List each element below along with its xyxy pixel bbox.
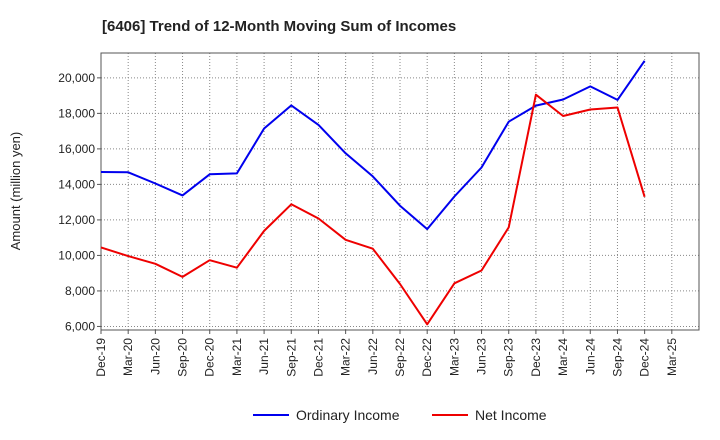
x-tick-label: Sep-24 bbox=[610, 338, 624, 377]
y-tick-label: 12,000 bbox=[58, 213, 95, 227]
y-axis-ticks: 6,000 8,000 10,000 12,000 14,000 16,000 18,000… bbox=[58, 71, 101, 333]
x-tick-label: Mar-21 bbox=[230, 338, 244, 376]
y-axis-label: Amount (million yen) bbox=[8, 132, 23, 251]
x-tick-label: Mar-20 bbox=[121, 338, 135, 376]
x-tick-label: Jun-22 bbox=[366, 338, 380, 375]
x-tick-label: Sep-23 bbox=[502, 338, 516, 377]
chart-title: [6406] Trend of 12-Month Moving Sum of I… bbox=[102, 18, 456, 35]
legend: Ordinary Income Net Income bbox=[253, 407, 547, 423]
legend-label: Net Income bbox=[475, 407, 547, 423]
x-tick-label: Dec-19 bbox=[94, 338, 108, 377]
x-tick-label: Dec-22 bbox=[420, 338, 434, 377]
x-tick-label: Sep-21 bbox=[284, 338, 298, 377]
y-tick-label: 20,000 bbox=[58, 71, 95, 85]
x-tick-label: Sep-20 bbox=[176, 338, 190, 377]
x-tick-label: Mar-24 bbox=[556, 338, 570, 376]
x-tick-label: Sep-22 bbox=[393, 338, 407, 377]
y-tick-label: 6,000 bbox=[65, 319, 95, 333]
x-axis-ticks: Dec-19 Mar-20 Jun-20 Sep-20 Dec-20 Mar-21 Jun-… bbox=[94, 330, 679, 377]
grid bbox=[101, 53, 699, 330]
x-tick-label: Mar-25 bbox=[665, 338, 679, 376]
x-tick-label: Jun-21 bbox=[257, 338, 271, 375]
series-layer bbox=[100, 60, 646, 326]
y-tick-label: 18,000 bbox=[58, 106, 95, 120]
x-tick-label: Jun-24 bbox=[583, 338, 597, 375]
x-tick-label: Dec-21 bbox=[311, 338, 325, 377]
y-tick-label: 14,000 bbox=[58, 177, 95, 191]
x-tick-label: Mar-23 bbox=[447, 338, 461, 376]
series-line-ordinary-income bbox=[100, 60, 646, 231]
y-tick-label: 10,000 bbox=[58, 248, 95, 262]
x-tick-label: Mar-22 bbox=[339, 338, 353, 376]
x-tick-label: Dec-20 bbox=[203, 338, 217, 377]
series-line-net-income bbox=[100, 93, 646, 326]
y-tick-label: 16,000 bbox=[58, 142, 95, 156]
x-tick-label: Dec-24 bbox=[638, 338, 652, 377]
x-tick-label: Jun-20 bbox=[148, 338, 162, 375]
x-tick-label: Jun-23 bbox=[475, 338, 489, 375]
y-tick-label: 8,000 bbox=[65, 284, 95, 298]
legend-label: Ordinary Income bbox=[296, 407, 400, 423]
x-tick-label: Dec-23 bbox=[529, 338, 543, 377]
